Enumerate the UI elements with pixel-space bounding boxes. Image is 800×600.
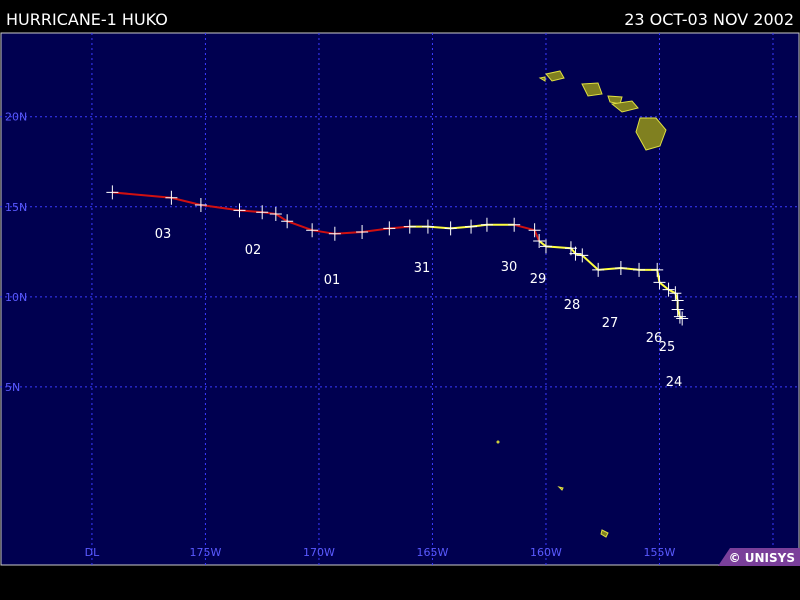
day-label: 28 [564, 298, 581, 313]
track-point [614, 261, 627, 276]
track-point [328, 226, 341, 241]
lat-label: 15N [5, 201, 27, 214]
day-label: 02 [245, 243, 262, 258]
lat-label: 5N [5, 381, 20, 394]
day-label: 01 [324, 273, 341, 288]
track-segment [112, 191, 410, 235]
track-point [165, 190, 178, 205]
track-point [539, 239, 552, 254]
track-point [671, 302, 684, 317]
track-point [194, 197, 207, 212]
map-frame [0, 32, 800, 566]
lat-label: 20N [5, 111, 27, 124]
lon-label: 170W [303, 546, 335, 559]
credit-badge [718, 548, 800, 566]
track-point [356, 225, 369, 240]
track-point [465, 219, 478, 234]
island [581, 82, 603, 97]
day-label: 27 [602, 316, 619, 331]
track-point [421, 219, 434, 234]
dates: 23 OCT-03 NOV 2002 [624, 10, 794, 29]
lat-label: 10N [5, 291, 27, 304]
day-label: 24 [666, 375, 683, 390]
track-point [106, 185, 119, 200]
track-point [676, 311, 689, 326]
track-point [633, 262, 646, 277]
island [496, 440, 500, 444]
track-point [508, 217, 521, 232]
day-label: 30 [501, 260, 518, 275]
track-point [533, 234, 546, 249]
island [557, 486, 564, 491]
island [635, 117, 667, 151]
track-point [233, 203, 246, 218]
track-point [528, 223, 541, 238]
grid: DL175W170W165W160W155W150W20N15N10N5N [0, 33, 800, 565]
lon-label: 155W [644, 546, 676, 559]
track-point [256, 205, 269, 220]
day-label: 26 [646, 331, 663, 346]
track-point [383, 221, 396, 236]
lon-label: 175W [190, 546, 222, 559]
day-label: 31 [414, 261, 431, 276]
track-point [403, 219, 416, 234]
track-point [444, 221, 457, 236]
track-point [269, 206, 282, 221]
track-point [281, 214, 294, 229]
track-point [576, 248, 589, 263]
day-label: 25 [659, 340, 676, 355]
lon-label: 165W [417, 546, 449, 559]
track-point [592, 262, 605, 277]
track [106, 185, 689, 326]
track-point [673, 309, 686, 324]
track-point [669, 286, 682, 301]
track-point [651, 262, 664, 277]
track-point [306, 223, 319, 238]
title: HURRICANE-1 HUKO [6, 10, 168, 29]
island [545, 70, 565, 82]
track-point [569, 246, 582, 261]
day-label: 29 [530, 272, 547, 287]
island [538, 76, 546, 82]
day-label: 03 [155, 227, 172, 242]
credit: © UNISYS [729, 551, 795, 565]
track-point [480, 217, 493, 232]
track-point [564, 241, 577, 256]
islands [496, 70, 667, 538]
island [600, 529, 609, 538]
track-point [653, 275, 666, 290]
lon-label: 160W [530, 546, 562, 559]
island [610, 100, 639, 113]
track-point [662, 282, 675, 297]
lon-label: DL [85, 546, 100, 559]
